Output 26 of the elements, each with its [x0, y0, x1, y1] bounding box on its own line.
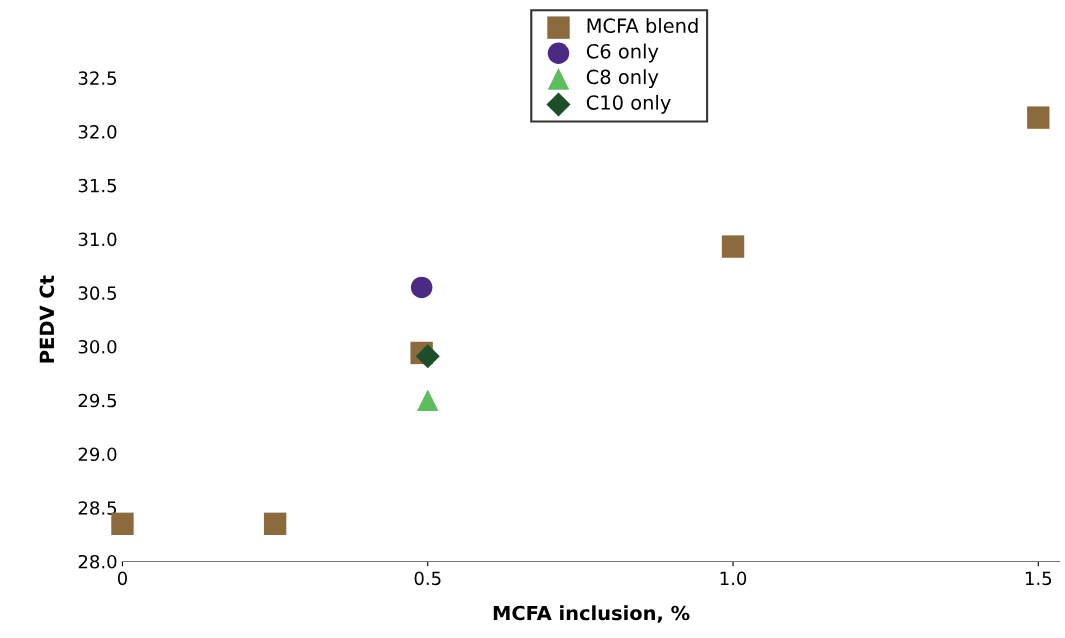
- legend-label: C10 only: [586, 94, 671, 114]
- point: [416, 389, 439, 411]
- legend-label: C8 only: [586, 69, 659, 89]
- y-tick-label: 28.0: [78, 554, 117, 569]
- x-axis-title: MCFA inclusion, %: [493, 605, 690, 623]
- point: [410, 276, 433, 299]
- x-tick-label: 1.0: [720, 571, 747, 586]
- point: [263, 512, 287, 536]
- x-tick-label: 1.5: [1025, 571, 1052, 586]
- y-tick-label: 31.0: [78, 232, 117, 247]
- y-tick-label: 29.5: [78, 393, 117, 408]
- legend-label: C6 only: [586, 43, 659, 63]
- y-tick-label: 29.0: [78, 447, 117, 462]
- y-axis-title: PEDV Ct: [39, 275, 55, 363]
- x-tick-label: 0.5: [414, 571, 441, 586]
- y-tick-label: 32.5: [78, 71, 117, 85]
- legend-label: MCFA blend: [587, 17, 698, 34]
- y-tick-label: 28.5: [78, 501, 117, 515]
- x-tick-label: 0: [117, 571, 128, 586]
- y-tick-label: 31.5: [78, 178, 117, 193]
- point: [1027, 106, 1050, 129]
- point: [415, 344, 440, 369]
- y-tick-label: 32.0: [78, 125, 117, 139]
- y-tick-label: 30.0: [78, 339, 117, 354]
- y-tick-label: 30.5: [78, 286, 117, 300]
- point: [721, 235, 745, 258]
